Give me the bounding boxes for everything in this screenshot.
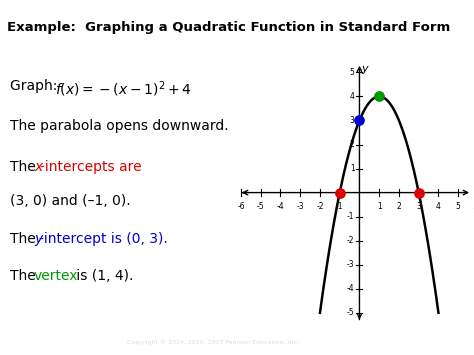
Text: y: y	[361, 64, 368, 74]
Text: 9: 9	[448, 337, 455, 347]
Text: 1: 1	[350, 164, 355, 173]
Point	[375, 94, 383, 99]
Text: 3: 3	[416, 202, 421, 211]
Text: (3, 0) and (–1, 0).: (3, 0) and (–1, 0).	[10, 195, 131, 208]
Text: $f(x) = -(x-1)^2 + 4$: $f(x) = -(x-1)^2 + 4$	[55, 79, 192, 99]
Text: ALWAYS LEARNING: ALWAYS LEARNING	[7, 339, 81, 345]
Text: -5: -5	[257, 202, 264, 211]
Text: 2: 2	[397, 202, 401, 211]
Text: -intercepts are: -intercepts are	[40, 159, 142, 174]
Text: 5: 5	[456, 202, 461, 211]
Text: x: x	[34, 159, 42, 174]
Text: -intercept is (0, 3).: -intercept is (0, 3).	[39, 232, 168, 246]
Text: is (1, 4).: is (1, 4).	[72, 269, 133, 283]
Text: -3: -3	[347, 260, 355, 269]
Text: x: x	[473, 201, 474, 211]
Text: -2: -2	[347, 236, 355, 245]
Text: Copyright © 2014, 2010, 2007 Pearson Education, Inc.: Copyright © 2014, 2010, 2007 Pearson Edu…	[128, 339, 299, 344]
Text: The: The	[10, 232, 40, 246]
Text: -4: -4	[277, 202, 284, 211]
Point	[356, 118, 363, 123]
Point	[336, 190, 344, 196]
Text: -6: -6	[237, 202, 245, 211]
Text: 4: 4	[350, 92, 355, 101]
Text: y: y	[34, 232, 42, 246]
Text: -3: -3	[296, 202, 304, 211]
Text: -1: -1	[336, 202, 344, 211]
Text: The: The	[10, 159, 40, 174]
Point	[415, 190, 422, 196]
Text: Graph:: Graph:	[10, 79, 66, 93]
Text: -1: -1	[347, 212, 355, 221]
Text: -4: -4	[347, 284, 355, 293]
Text: -5: -5	[347, 308, 355, 317]
Text: 3: 3	[350, 116, 355, 125]
Text: PEARSON: PEARSON	[379, 335, 446, 348]
Text: 4: 4	[436, 202, 441, 211]
Text: 5: 5	[350, 68, 355, 77]
Text: -2: -2	[316, 202, 324, 211]
Text: 2: 2	[350, 140, 355, 149]
Text: 1: 1	[377, 202, 382, 211]
Text: The: The	[10, 269, 40, 283]
Text: vertex: vertex	[34, 269, 78, 283]
Text: Example:  Graphing a Quadratic Function in Standard Form: Example: Graphing a Quadratic Function i…	[7, 21, 450, 34]
Text: The parabola opens downward.: The parabola opens downward.	[10, 119, 228, 133]
